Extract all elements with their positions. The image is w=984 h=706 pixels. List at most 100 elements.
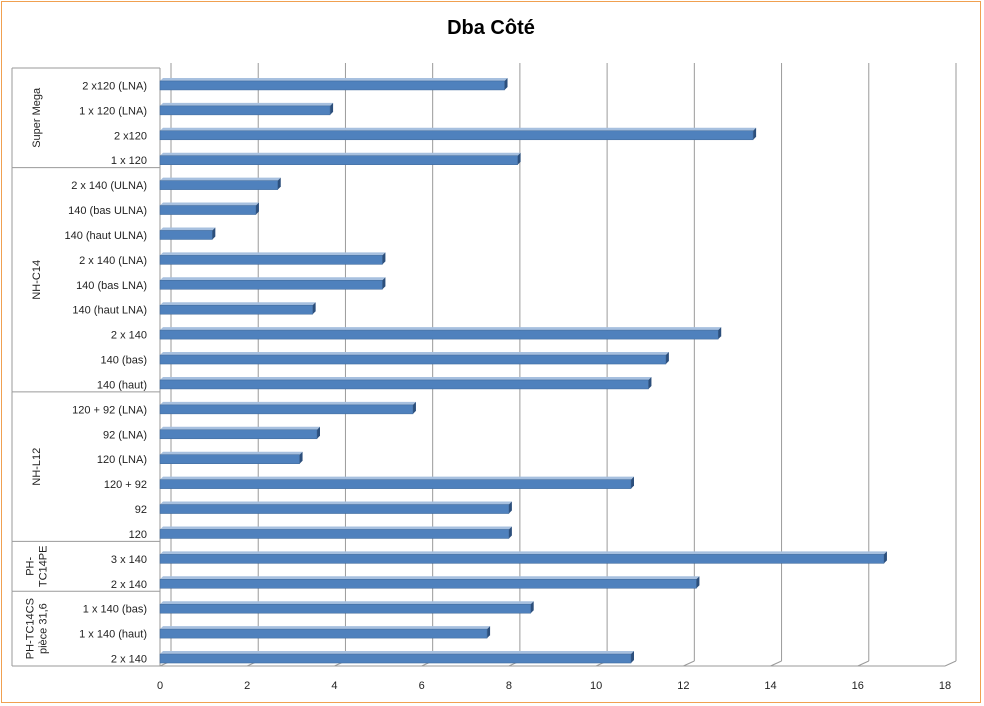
bar bbox=[159, 379, 649, 390]
bar-top bbox=[160, 352, 669, 356]
chart-title: Dba Côté bbox=[447, 17, 535, 39]
bar-top bbox=[160, 202, 259, 206]
bar-side bbox=[631, 651, 634, 664]
gridline-floor bbox=[770, 660, 782, 667]
bar bbox=[159, 479, 632, 489]
category-label: 140 (haut) bbox=[97, 379, 147, 391]
x-tick-label: 16 bbox=[852, 680, 864, 692]
bar bbox=[159, 653, 632, 664]
bar bbox=[159, 628, 488, 639]
bar-side bbox=[312, 302, 316, 315]
gridline-floor bbox=[944, 660, 957, 667]
bar-top bbox=[160, 651, 634, 655]
bar bbox=[159, 205, 257, 215]
category-label: 3 x 140 bbox=[111, 554, 147, 566]
bar-side bbox=[665, 352, 669, 365]
bar-side bbox=[696, 576, 700, 589]
group-label: NH-C14 bbox=[31, 260, 43, 300]
x-tick-label: 0 bbox=[157, 680, 163, 692]
bar bbox=[159, 280, 383, 290]
bar-side bbox=[487, 626, 491, 639]
category-label: 2 x120 bbox=[114, 130, 147, 142]
x-tick-label: 14 bbox=[764, 680, 776, 692]
category-label: 140 (haut ULNA) bbox=[64, 230, 147, 242]
bar bbox=[159, 230, 213, 240]
bar-side bbox=[883, 551, 887, 564]
bar-top bbox=[160, 77, 508, 81]
bar-side bbox=[330, 102, 334, 115]
bar bbox=[159, 80, 505, 91]
bar-side bbox=[299, 451, 303, 464]
bar-top bbox=[160, 152, 521, 156]
bar-top bbox=[160, 277, 386, 281]
bar-top bbox=[160, 252, 386, 256]
bar-top bbox=[160, 626, 491, 630]
bar-side bbox=[212, 227, 216, 240]
bar bbox=[159, 304, 313, 315]
category-label: 92 bbox=[135, 504, 147, 516]
bar-top bbox=[160, 327, 722, 331]
x-tick-label: 12 bbox=[677, 680, 689, 692]
bar-side bbox=[517, 152, 521, 165]
axis-layer bbox=[11, 67, 945, 667]
category-label: 140 (haut LNA) bbox=[72, 305, 147, 317]
bar-top bbox=[160, 401, 416, 405]
category-label: 2 x 140 (ULNA) bbox=[71, 180, 147, 192]
bar-side bbox=[317, 426, 320, 439]
bar-top bbox=[160, 376, 652, 380]
bar-side bbox=[753, 127, 757, 140]
bar bbox=[159, 554, 885, 564]
bar-top bbox=[160, 526, 512, 530]
gridline-floor bbox=[683, 660, 695, 667]
bar bbox=[159, 130, 754, 141]
category-label: 140 (bas) bbox=[101, 355, 147, 367]
bar-top bbox=[160, 551, 887, 555]
bar-side bbox=[504, 77, 508, 90]
bar bbox=[159, 155, 518, 165]
bar-top bbox=[160, 227, 216, 231]
category-label: 120 + 92 bbox=[104, 479, 147, 491]
category-label: 2 x 140 bbox=[111, 579, 147, 591]
bar-side bbox=[508, 501, 512, 514]
category-label: 120 + 92 (LNA) bbox=[72, 404, 147, 416]
category-label: 120 (LNA) bbox=[97, 454, 147, 466]
group-label: NH-L12 bbox=[31, 448, 43, 486]
group-label: PH-TC14CSpièce 31,6 bbox=[25, 598, 50, 659]
bar-top bbox=[160, 476, 634, 480]
bar-side bbox=[508, 526, 512, 539]
category-label: 2 x 140 (LNA) bbox=[79, 255, 147, 267]
bar-side bbox=[648, 376, 652, 389]
bar bbox=[159, 529, 510, 539]
bar bbox=[159, 429, 318, 440]
category-label: 1 x 140 (haut) bbox=[79, 629, 147, 641]
bar-side bbox=[631, 476, 634, 489]
bar-top bbox=[160, 127, 757, 131]
category-label: 2 x120 (LNA) bbox=[82, 80, 147, 92]
bar-top bbox=[160, 426, 320, 430]
category-label: 92 (LNA) bbox=[103, 429, 147, 441]
bar-side bbox=[718, 327, 722, 340]
bar-side bbox=[530, 601, 534, 614]
bar-side bbox=[382, 277, 386, 290]
bar bbox=[159, 354, 667, 365]
bar-top bbox=[160, 576, 700, 580]
x-tick-label: 18 bbox=[939, 680, 951, 692]
bar-top bbox=[160, 102, 334, 106]
bar-side bbox=[412, 401, 416, 414]
bar-top bbox=[160, 177, 281, 181]
group-label: PH-TC14PE bbox=[25, 546, 50, 588]
bar bbox=[159, 404, 414, 415]
category-label: 1 x 120 bbox=[111, 155, 147, 167]
x-tick-label: 10 bbox=[590, 680, 602, 692]
bar-side bbox=[277, 177, 281, 190]
bar-top bbox=[160, 302, 316, 306]
bar bbox=[159, 454, 300, 464]
x-tick-label: 2 bbox=[244, 680, 250, 692]
bar bbox=[159, 579, 697, 589]
bar bbox=[159, 255, 383, 265]
x-tick-label: 6 bbox=[419, 680, 425, 692]
category-label: 140 (bas ULNA) bbox=[68, 205, 147, 217]
bar-top bbox=[160, 501, 512, 505]
bar-layer bbox=[159, 77, 887, 664]
